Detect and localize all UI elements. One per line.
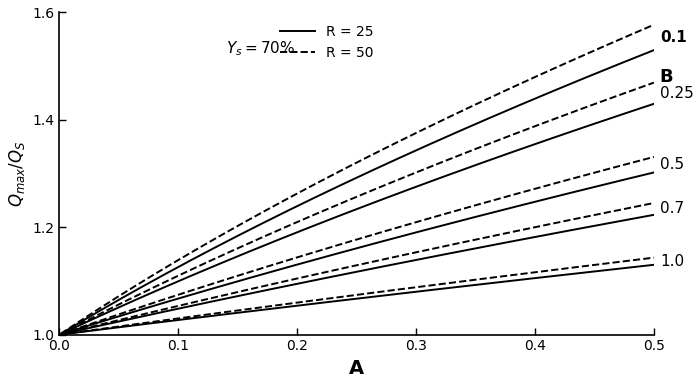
Text: 0.1: 0.1 bbox=[660, 30, 687, 45]
Text: 0.7: 0.7 bbox=[660, 201, 684, 216]
Text: $Y_s = 70\%$: $Y_s = 70\%$ bbox=[226, 39, 295, 58]
Text: 0.25: 0.25 bbox=[660, 86, 694, 101]
Text: 1.0: 1.0 bbox=[660, 254, 684, 269]
Y-axis label: $Q_{max}/Q_S$: $Q_{max}/Q_S$ bbox=[7, 140, 27, 207]
Legend: R = 25, R = 50: R = 25, R = 50 bbox=[274, 19, 379, 65]
X-axis label: A: A bbox=[349, 359, 364, 378]
Text: B: B bbox=[660, 68, 673, 86]
Text: 0.5: 0.5 bbox=[660, 157, 684, 172]
